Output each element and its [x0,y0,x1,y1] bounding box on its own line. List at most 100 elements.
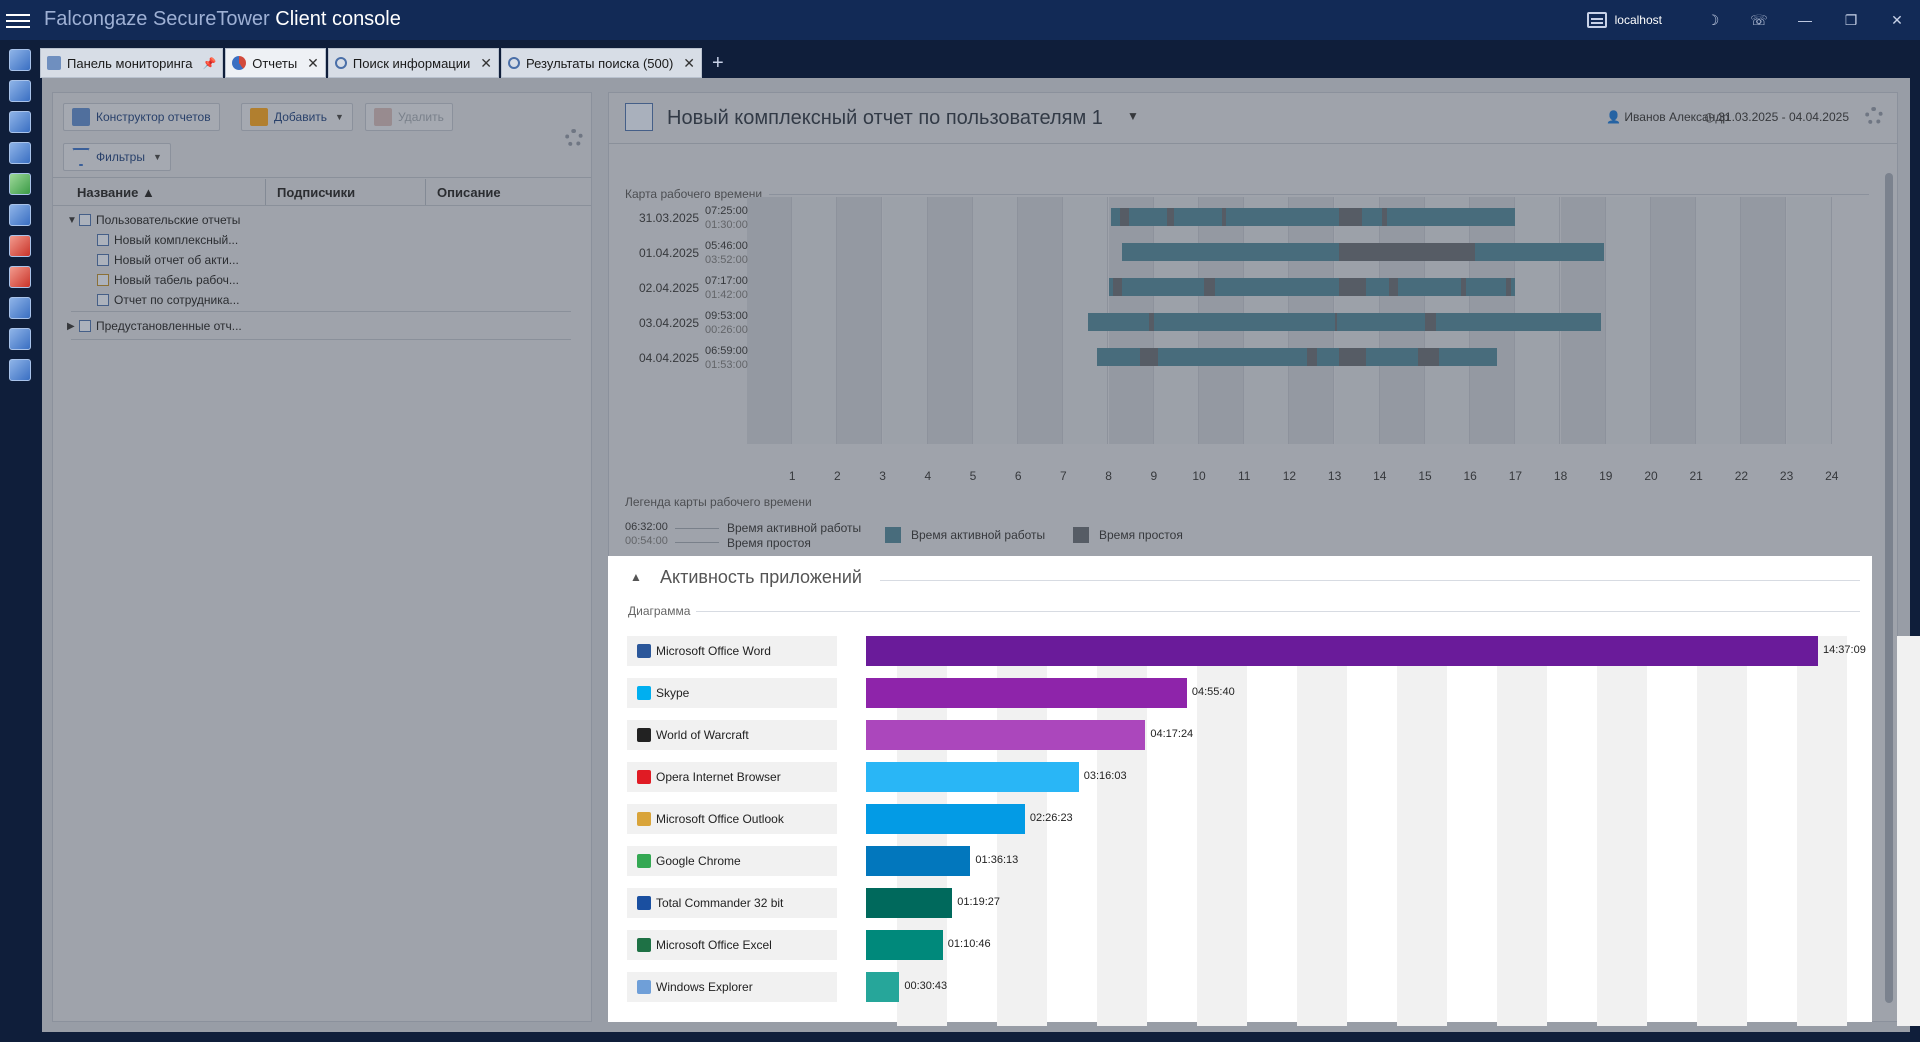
chart-category-label[interactable]: Total Commander 32 bit [627,888,837,918]
chart-bar[interactable] [866,972,900,1002]
worktime-active-bar[interactable] [1097,348,1498,366]
chart-bar[interactable] [866,930,943,960]
chart-data-label: 01:10:46 [947,938,991,950]
chevron-down-icon[interactable]: ▼ [67,214,77,226]
chart-category-label[interactable]: Microsoft Office Word [627,636,837,666]
worktime-idle-segment[interactable] [1339,243,1475,261]
tree-item[interactable]: Новый табель рабоч... [97,273,239,287]
chevron-down-icon[interactable]: ▼ [152,152,162,162]
worktime-hour-column [1651,197,1696,444]
pin-icon[interactable]: 📌 [202,57,217,70]
worktime-idle-segment[interactable] [1149,313,1154,331]
worktime-idle-segment[interactable] [1418,348,1439,366]
worktime-idle-segment[interactable] [1382,208,1387,226]
incidents-icon[interactable] [9,235,31,257]
worktime-day-label: 02.04.2025 [639,281,700,295]
settings-nav-icon[interactable] [9,359,31,381]
chart-bar[interactable] [866,846,971,876]
worktime-hour-column [747,197,792,444]
worktime-active-bar[interactable] [1110,208,1516,226]
delete-icon [374,108,392,126]
delete-button[interactable]: Удалить [365,103,453,131]
tab-monitoring[interactable]: Панель мониторинга 📌 [40,48,224,78]
restore-button[interactable]: ❐ [1844,11,1858,28]
chevron-right-icon[interactable]: ▶ [67,320,75,332]
tree-item[interactable]: Новый отчет об акти... [97,253,239,267]
chart-category-label[interactable]: Skype [627,678,837,708]
archive-icon[interactable] [9,328,31,350]
gear-icon[interactable] [565,129,583,147]
chart-bar[interactable] [866,720,1146,750]
worktime-idle-segment[interactable] [1119,208,1129,226]
filters-button[interactable]: Фильтры ▼ [63,143,171,171]
worktime-idle-segment[interactable] [1113,278,1123,296]
reports-icon[interactable] [9,173,31,195]
investigation-icon[interactable] [9,142,31,164]
chart-category-label[interactable]: Opera Internet Browser [627,762,837,792]
close-tab-icon[interactable]: ✕ [307,54,319,71]
close-tab-icon[interactable]: ✕ [480,54,493,71]
tree-group-predefined[interactable]: ▶ Предустановленные отч... [67,319,242,333]
worktime-hour-tick: 1 [788,469,796,483]
worktime-idle-segment[interactable] [1221,208,1227,226]
worktime-idle-segment[interactable] [1339,348,1367,366]
chart-bar[interactable] [866,636,1818,666]
worktime-idle-segment[interactable] [1425,313,1437,331]
worktime-idle-segment[interactable] [1339,278,1367,296]
search-nav-icon[interactable] [9,80,31,102]
chart-category-label[interactable]: Windows Explorer [627,972,837,1002]
add-button[interactable]: Добавить ▼ [241,103,353,131]
night-mode-icon[interactable]: ☽ [1706,11,1720,28]
close-tab-icon[interactable]: ✕ [683,54,696,71]
worktime-hour-column [837,197,883,444]
add-tab-button[interactable]: + [712,52,724,74]
tree-item[interactable]: Новый комплексный... [97,233,238,247]
report-period[interactable]: ◷ 31.03.2025 - 04.04.2025 [1704,110,1849,124]
tab-search-results[interactable]: Результаты поиска (500) ✕ [501,48,703,78]
analytics-icon[interactable] [9,111,31,133]
tree-item[interactable]: Отчет по сотрудника... [97,293,239,307]
collapse-icon[interactable]: ▲ [630,570,642,584]
chart-bar[interactable] [866,888,953,918]
policies-icon[interactable] [9,204,31,226]
dashboard-icon[interactable] [9,49,31,71]
tab-reports[interactable]: Отчеты ✕ [225,48,326,78]
chart-category-label[interactable]: Microsoft Office Excel [627,930,837,960]
chart-category-label[interactable]: Google Chrome [627,846,837,876]
report-user[interactable]: 👤 Иванов Александр [1606,110,1729,124]
worktime-active-bar[interactable] [1088,313,1602,331]
gear-icon[interactable] [1865,107,1883,125]
close-button[interactable]: ✕ [1891,11,1903,28]
worktime-idle-segment[interactable] [1461,278,1466,296]
worktime-hour-column [1605,197,1651,444]
report-scrollbar[interactable] [1885,173,1893,1003]
column-description[interactable]: Описание [437,185,501,200]
minimize-button[interactable]: — [1798,12,1812,28]
worktime-idle-segment[interactable] [1140,348,1159,366]
chart-bar[interactable] [866,804,1025,834]
worktime-idle-segment[interactable] [1388,278,1398,296]
worktime-idle-segment[interactable] [1334,313,1337,331]
tab-search[interactable]: Поиск информации ✕ [327,48,500,78]
feedback-icon[interactable]: ☏ [1750,11,1768,28]
alerts-icon[interactable] [9,266,31,288]
chart-category-label[interactable]: World of Warcraft [627,720,837,750]
menu-icon[interactable] [6,10,30,30]
column-subscribers[interactable]: Подписчики [277,185,356,200]
worktime-idle-segment[interactable] [1339,208,1362,226]
chart-bar[interactable] [866,762,1079,792]
worktime-idle-segment[interactable] [1167,208,1175,226]
column-name[interactable]: Название ▲ [77,185,155,200]
tree-group-custom[interactable]: ▼ Пользовательские отчеты [67,213,241,227]
worktime-idle-segment[interactable] [1307,348,1317,366]
divider [53,205,591,206]
report-constructor-button[interactable]: Конструктор отчетов [63,103,220,131]
worktime-idle-segment[interactable] [1203,278,1215,296]
worktime-idle-segment[interactable] [1506,278,1511,296]
timesheet-icon [97,274,109,286]
chevron-down-icon[interactable]: ▼ [1127,109,1139,123]
monitoring-icon[interactable] [9,297,31,319]
chart-bar[interactable] [866,678,1187,708]
chart-category-label[interactable]: Microsoft Office Outlook [627,804,837,834]
worktime-active-bar[interactable] [1108,278,1516,296]
